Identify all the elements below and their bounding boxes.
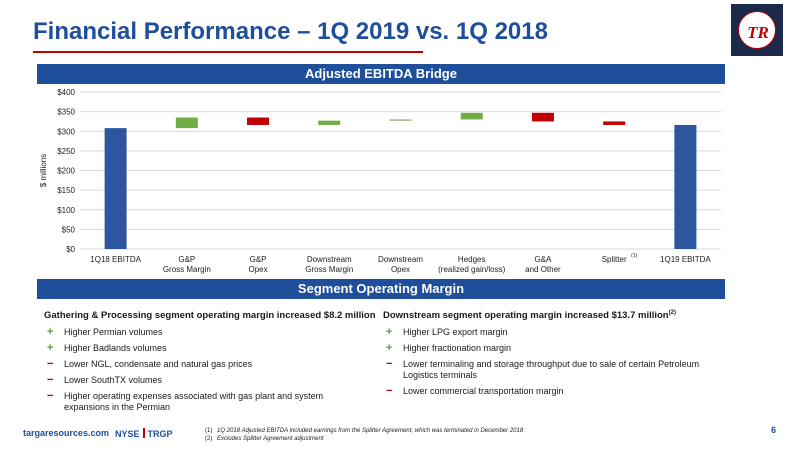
downstream-bullet: + Higher LPG export margin <box>383 327 713 338</box>
footnote-2-text: Excludes Splitter Agreement adjustment <box>217 436 324 442</box>
gp-bullet-text: Higher Permian volumes <box>64 327 163 337</box>
y-tick-label: $50 <box>62 225 76 234</box>
x-tick-label: Opex <box>248 265 267 274</box>
y-tick-label: $150 <box>57 186 75 195</box>
minus-icon: − <box>47 374 54 386</box>
x-tick-label: 1Q19 EBITDA <box>660 255 711 264</box>
x-tick-label: G&P <box>178 255 195 264</box>
y-tick-label: $400 <box>57 88 75 97</box>
downstream-bullet: − Lower commercial transportation margin <box>383 386 713 397</box>
y-tick-label: $100 <box>57 206 75 215</box>
x-tick-label: G&A <box>534 255 552 264</box>
x-tick-label: and Other <box>525 265 561 274</box>
gp-bullet: + Higher Permian volumes <box>44 327 364 338</box>
bar-1q19-ebitda <box>674 124 697 249</box>
footer-website-link[interactable]: targaresources.com <box>23 428 110 438</box>
downstream-margin-column: Downstream segment operating margin incr… <box>383 310 713 402</box>
minus-icon: − <box>47 390 54 402</box>
page-title: Financial Performance – 1Q 2019 vs. 1Q 2… <box>33 18 548 45</box>
plus-icon: + <box>386 342 393 355</box>
company-logo: TR <box>731 4 783 56</box>
gp-bullet-list: + Higher Permian volumes + Higher Badlands … <box>44 327 364 413</box>
x-tick-label: Hedges <box>458 255 486 264</box>
y-tick-label: $350 <box>57 108 75 117</box>
bar-splitter <box>603 121 626 125</box>
minus-icon: − <box>386 358 393 371</box>
ebitda-bridge-chart: $0 $50 $100 $150 $200 $250 $300 $350 $400 $ milli… <box>39 88 721 274</box>
bar-downstream-opex <box>389 119 412 121</box>
bar-g-p-gross-margin <box>175 117 198 129</box>
x-tick-footnote: (1) <box>631 253 637 259</box>
gp-bullet: + Higher Badlands volumes <box>44 343 364 354</box>
footnote-1-text: 1Q 2018 Adjusted EBITDA included earning… <box>217 428 524 434</box>
bar-hedges-realized-gain-loss <box>460 112 483 120</box>
title-underline <box>33 51 423 53</box>
downstream-bullet-list: + Higher LPG export margin + Higher fractio… <box>383 327 713 397</box>
x-tick-label: Downstream <box>378 255 423 264</box>
x-tick-label: 1Q18 EBITDA <box>90 255 141 264</box>
bar-1q18-ebitda <box>104 128 127 249</box>
footnote-2-number: (2) <box>205 436 213 442</box>
y-axis-label: $ millions <box>39 154 48 187</box>
downstream-heading-footnote: (2) <box>668 310 676 316</box>
x-tick-label: G&P <box>250 255 267 264</box>
footer-exchange: NYSE <box>115 429 140 439</box>
footnote-1-number: (1) <box>205 428 213 434</box>
footnote-2: (2) Excludes Splitter Agreement adjustmen… <box>205 435 523 443</box>
minus-icon: − <box>386 385 393 398</box>
page-number: 6 <box>771 425 777 435</box>
bar-g-a-and-other <box>531 112 554 122</box>
gp-bullet: − Higher operating expenses associated wi… <box>44 391 364 413</box>
downstream-bullet-text: Lower commercial transportation margin <box>403 386 564 397</box>
ebitda-bridge-header: Adjusted EBITDA Bridge <box>37 64 725 84</box>
ticker-divider <box>142 428 145 438</box>
downstream-bullet: + Higher fractionation margin <box>383 343 713 354</box>
logo-ring-icon: TR <box>738 11 776 49</box>
y-tick-label: $300 <box>57 127 75 136</box>
y-tick-label: $250 <box>57 147 75 156</box>
y-tick-label: $0 <box>66 245 75 254</box>
logo-monogram: TR <box>747 23 769 42</box>
downstream-bullet: − Lower terminaling and storage throughpu… <box>383 359 713 381</box>
segment-margin-header: Segment Operating Margin <box>37 279 725 299</box>
x-tick-label: Splitter <box>602 255 627 264</box>
footnotes: (1) 1Q 2018 Adjusted EBITDA included earn… <box>205 427 523 443</box>
gp-bullet-text: Lower NGL, condensate and natural gas pr… <box>64 359 253 369</box>
footer-ticker: NYSE TRGP <box>115 428 173 439</box>
gp-margin-heading: Gathering & Processing segment operating… <box>44 310 376 321</box>
downstream-bullet-text: Lower terminaling and storage throughput… <box>403 359 700 381</box>
x-tick-label: Downstream <box>307 255 352 264</box>
gp-bullet-text: Lower SouthTX volumes <box>64 375 163 385</box>
bar-downstream-gross-margin <box>318 120 341 125</box>
downstream-heading-text: Downstream segment operating margin incr… <box>383 310 669 322</box>
gp-bullet-text: Higher Badlands volumes <box>64 343 167 353</box>
footer-symbol: TRGP <box>147 429 173 439</box>
x-tick-label: Gross Margin <box>163 265 211 274</box>
plus-icon: + <box>47 326 54 338</box>
bar-g-p-opex <box>247 117 270 125</box>
footnote-1: (1) 1Q 2018 Adjusted EBITDA included earn… <box>205 427 523 435</box>
plus-icon: + <box>47 342 54 354</box>
gp-bullet-text: Higher operating expenses associated wit… <box>64 391 324 412</box>
gp-bullet: − Lower NGL, condensate and natural gas p… <box>44 359 364 370</box>
gp-bullet: − Lower SouthTX volumes <box>44 375 364 386</box>
downstream-bullet-text: Higher fractionation margin <box>403 343 512 354</box>
gp-margin-column: Gathering & Processing segment operating… <box>44 310 376 418</box>
downstream-margin-heading: Downstream segment operating margin incr… <box>383 310 713 321</box>
plus-icon: + <box>386 326 393 339</box>
minus-icon: − <box>47 358 54 370</box>
y-tick-label: $200 <box>57 167 75 176</box>
x-tick-label: Opex <box>391 265 410 274</box>
downstream-bullet-text: Higher LPG export margin <box>403 327 508 338</box>
x-tick-label: (realized gain/loss) <box>438 265 505 274</box>
x-tick-label: Gross Margin <box>305 265 353 274</box>
